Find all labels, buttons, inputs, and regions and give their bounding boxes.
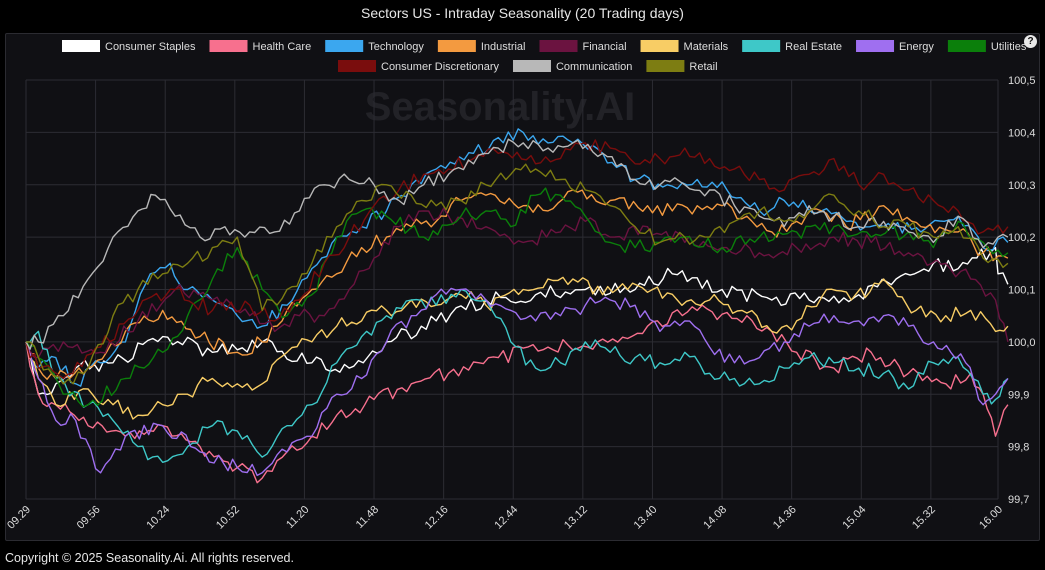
x-tick-label: 11.20 [284, 504, 311, 531]
y-tick-label: 100,2 [1008, 232, 1036, 244]
help-icon[interactable]: ? [1024, 35, 1037, 48]
y-tick-label: 100,4 [1008, 127, 1036, 139]
legend[interactable]: Consumer Staples Health Care Technology Ind… [62, 40, 1027, 73]
series-line-utilities [25, 187, 1009, 408]
legend-label: Technology [368, 41, 424, 53]
legend-swatch [646, 60, 685, 72]
y-tick-label: 100,3 [1008, 180, 1036, 192]
legend-label: Utilities [991, 41, 1027, 53]
legend-swatch [856, 40, 895, 52]
y-tick-label: 100,0 [1008, 337, 1036, 349]
series-line-communication [25, 138, 1009, 350]
legend-item-retail[interactable]: Retail [646, 60, 718, 73]
y-tick-label: 99,9 [1008, 389, 1029, 401]
y-tick-label: 99,7 [1008, 494, 1029, 506]
legend-item-technology[interactable]: Technology [325, 40, 424, 53]
series-line-energy [25, 287, 1009, 477]
x-tick-label: 13.12 [562, 504, 590, 532]
legend-swatch [742, 40, 781, 52]
x-axis-tick-labels: 09.29 09.56 10.24 10.52 11.20 11.48 12.16 12.44… [5, 504, 1005, 532]
y-tick-label: 99,8 [1008, 442, 1029, 454]
legend-label: Retail [689, 61, 717, 73]
series-line-health-care [25, 304, 1009, 484]
legend-swatch [338, 60, 376, 72]
series-line-materials [25, 276, 1009, 420]
series-line-consumer-staples [25, 246, 1009, 396]
legend-label: Industrial [481, 41, 526, 53]
y-axis-tick-labels: 99,7 99,8 99,9 100,0 100,1 100,2 100,3 100,4 100… [1008, 75, 1036, 506]
legend-label: Health Care [253, 41, 312, 53]
legend-swatch [512, 60, 551, 72]
y-tick-label: 100,1 [1008, 285, 1036, 297]
series-line-real-estate [25, 288, 1009, 463]
legend-swatch [437, 40, 476, 52]
legend-swatch [947, 40, 986, 52]
series-line-retail [25, 163, 1009, 385]
legend-swatch [209, 40, 248, 52]
legend-label: Consumer Staples [105, 41, 196, 53]
legend-item-financial[interactable]: Financial [539, 40, 627, 53]
legend-label: Financial [583, 41, 627, 53]
x-tick-label: 12.16 [423, 504, 451, 532]
legend-label: Communication [556, 61, 632, 73]
series-line-technology [25, 128, 1009, 387]
legend-item-materials[interactable]: Materials [640, 40, 729, 53]
legend-label: Real Estate [785, 41, 842, 53]
legend-item-energy[interactable]: Energy [856, 40, 934, 53]
watermark: Seasonality.AI [365, 85, 635, 129]
legend-item-utilities[interactable]: Utilities [947, 40, 1027, 53]
x-tick-label: 13.40 [632, 504, 660, 532]
legend-item-industrial[interactable]: Industrial [437, 40, 526, 53]
x-tick-label: 10.52 [214, 504, 242, 532]
legend-swatch [640, 40, 679, 52]
x-tick-label: 11.48 [354, 504, 381, 531]
legend-item-health-care[interactable]: Health Care [209, 40, 312, 53]
chart-title: Sectors US - Intraday Seasonality (20 Tr… [361, 5, 684, 21]
legend-item-consumer-discretionary[interactable]: Consumer Discretionary [338, 60, 499, 73]
x-tick-label: 09.56 [75, 504, 103, 532]
legend-swatch [539, 40, 578, 52]
series-line-consumer-discretionary [25, 139, 1009, 380]
legend-label: Consumer Discretionary [381, 61, 499, 73]
legend-item-consumer-staples[interactable]: Consumer Staples [62, 40, 196, 53]
x-tick-label: 15.04 [840, 504, 868, 532]
x-tick-label: 14.36 [771, 504, 799, 532]
x-tick-label: 10.24 [144, 504, 172, 532]
legend-swatch [325, 40, 364, 52]
x-tick-label: 15.32 [910, 504, 938, 532]
y-tick-label: 100,5 [1008, 75, 1036, 87]
legend-swatch [62, 40, 100, 52]
legend-label: Materials [684, 41, 729, 53]
x-tick-label: 09.29 [5, 504, 33, 532]
legend-item-communication[interactable]: Communication [512, 60, 632, 73]
series-line-industrial [25, 189, 1009, 380]
legend-label: Energy [899, 41, 934, 53]
x-tick-label: 14.08 [701, 504, 729, 532]
series-line-financial [25, 207, 1009, 359]
x-tick-label: 16.00 [977, 504, 1005, 532]
x-tick-label: 12.44 [492, 504, 520, 532]
series-lines [25, 128, 1009, 484]
legend-item-real-estate[interactable]: Real Estate [742, 40, 842, 53]
footer-copyright: Copyright © 2025 Seasonality.Ai. All rig… [5, 551, 294, 565]
